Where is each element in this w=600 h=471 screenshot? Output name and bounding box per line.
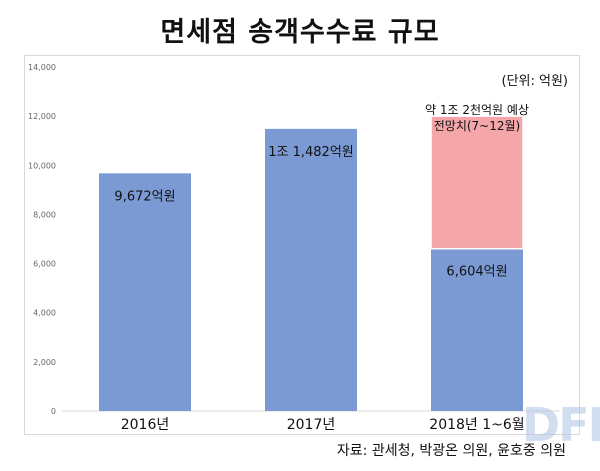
watermark-logo: DFN bbox=[522, 398, 600, 452]
y-tick-label: 2,000 bbox=[33, 358, 56, 367]
y-tick-label: 4,000 bbox=[33, 309, 56, 318]
bar-data-label: 1조 1,482억원 bbox=[268, 145, 354, 160]
y-tick-label: 10,000 bbox=[28, 161, 56, 170]
bar-actual bbox=[265, 128, 357, 411]
y-tick-label: 0 bbox=[51, 407, 56, 416]
source-note: 자료: 관세청, 박광온 의원, 윤호중 의원 bbox=[336, 443, 566, 459]
x-category-label: 2016년 bbox=[121, 417, 170, 433]
unit-note: (단위: 억원) bbox=[501, 74, 569, 89]
bar-data-label: 9,672억원 bbox=[114, 189, 175, 204]
forecast-annotation: 전망치(7~12월) bbox=[434, 119, 520, 133]
bar-actual bbox=[431, 248, 523, 411]
x-category-label: 2018년 1~6월 bbox=[429, 417, 524, 433]
bar-data-label: 6,604억원 bbox=[446, 265, 507, 280]
y-tick-label: 14,000 bbox=[28, 63, 56, 72]
y-tick-label: 8,000 bbox=[33, 210, 56, 219]
bar-actual bbox=[99, 173, 191, 411]
bar-forecast bbox=[430, 115, 524, 250]
x-category-label: 2017년 bbox=[287, 417, 336, 433]
y-tick-label: 6,000 bbox=[33, 260, 56, 269]
chart-title: 면세점 송객수수료 규모 bbox=[160, 17, 440, 48]
chart-frame bbox=[24, 55, 580, 435]
forecast-annotation: 약 1조 2천억원 예상 bbox=[425, 102, 529, 117]
y-tick-label: 12,000 bbox=[28, 112, 56, 121]
